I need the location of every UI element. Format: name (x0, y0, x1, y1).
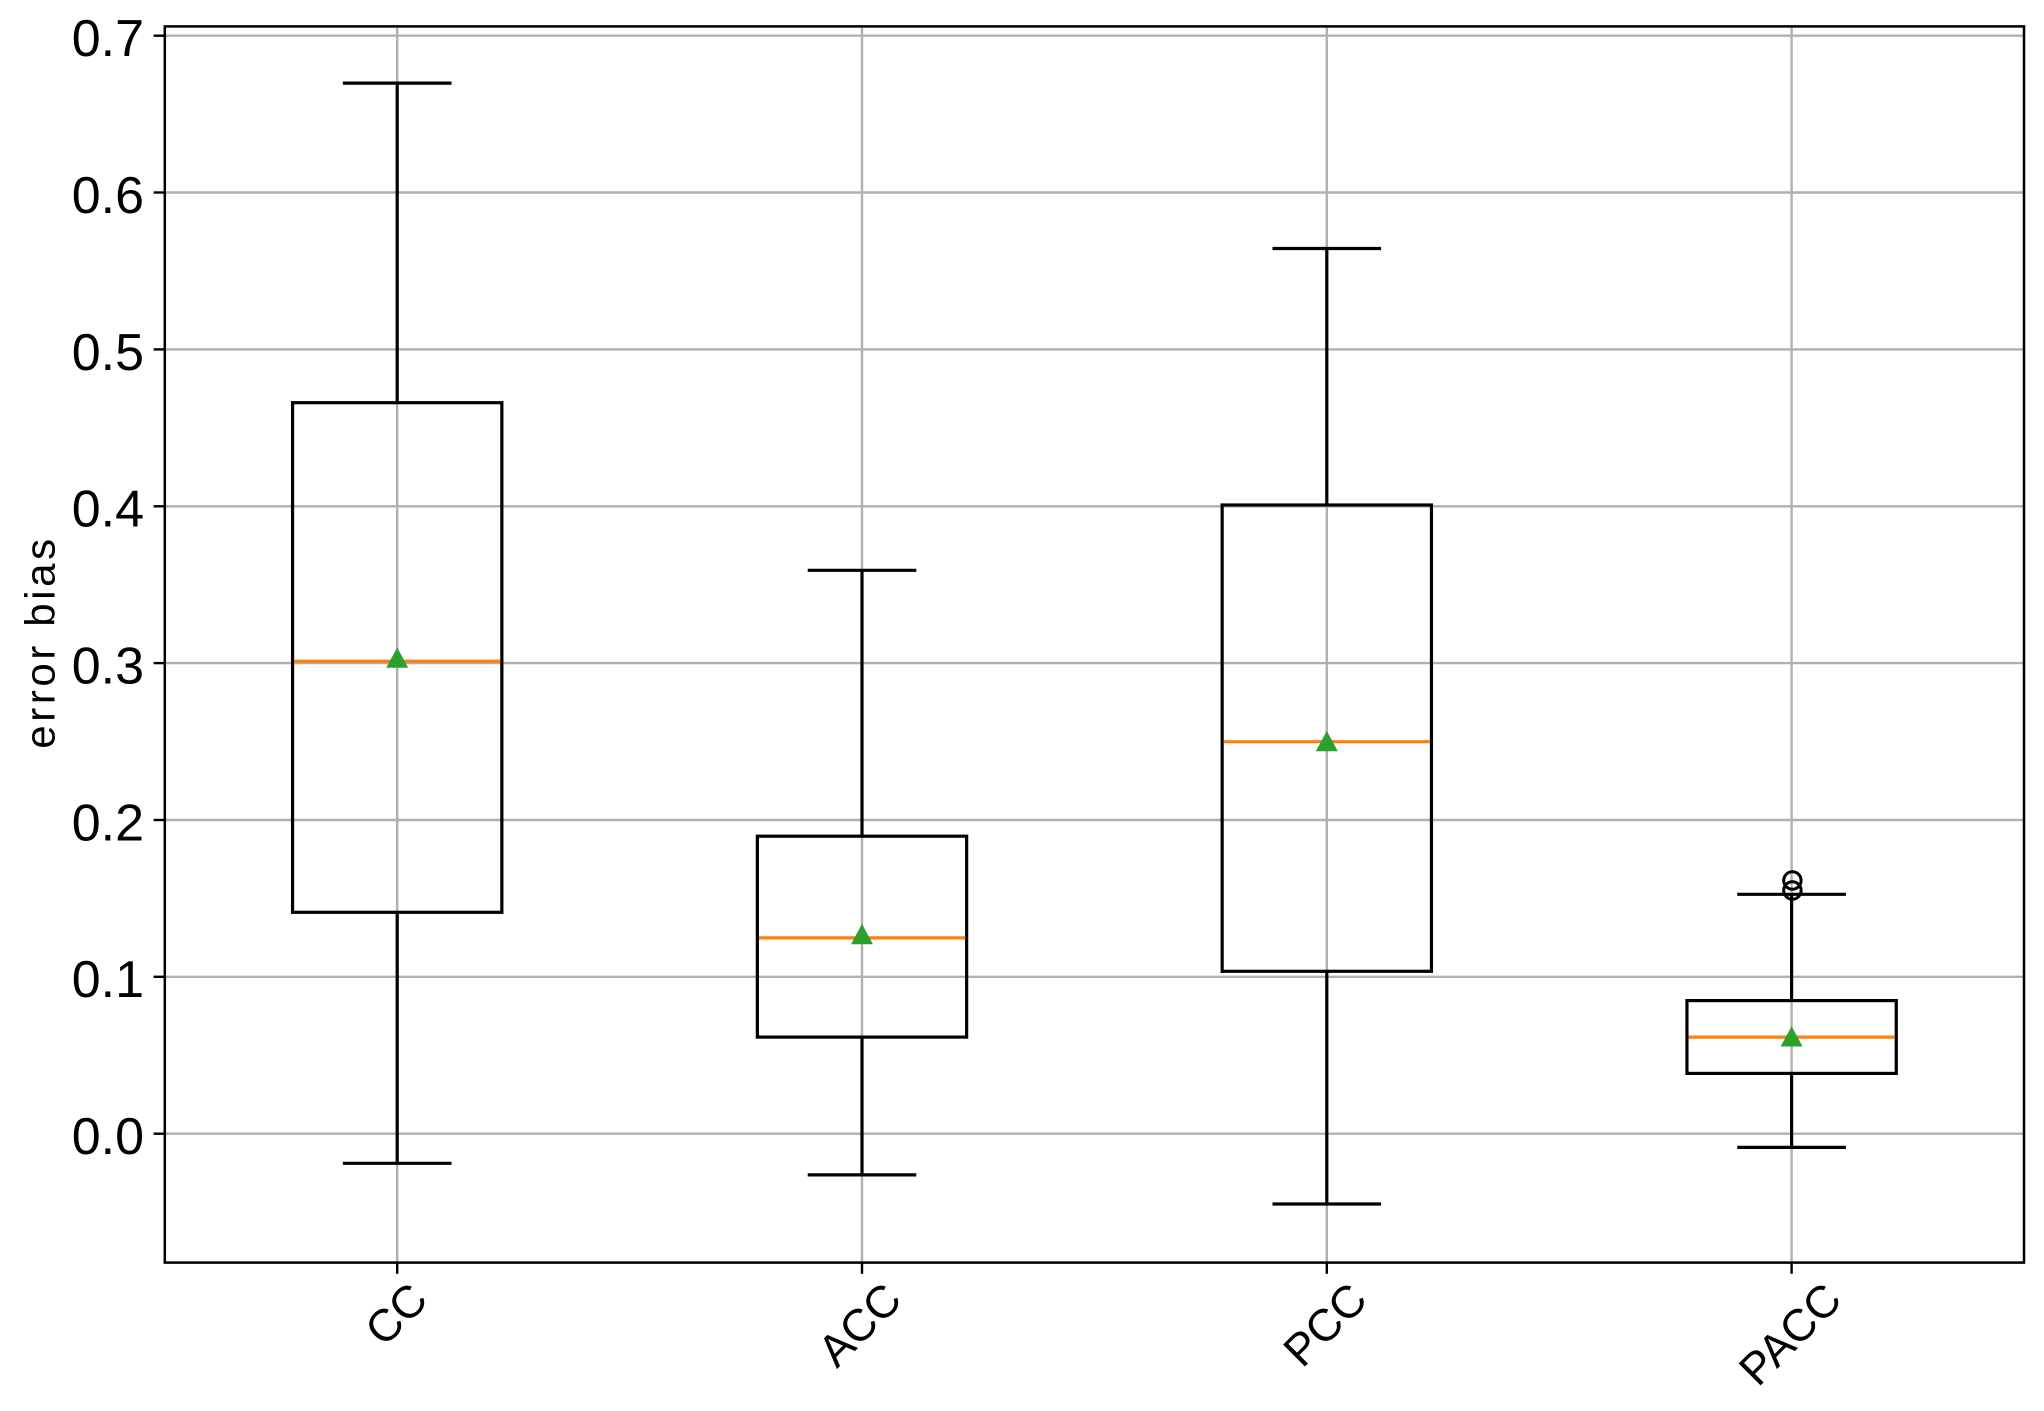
svg-text:0.1: 0.1 (72, 951, 144, 1009)
svg-text:0.5: 0.5 (72, 324, 144, 382)
svg-text:0.2: 0.2 (72, 794, 144, 852)
svg-text:0.0: 0.0 (72, 1108, 144, 1166)
svg-text:0.7: 0.7 (72, 10, 144, 68)
svg-text:0.6: 0.6 (72, 167, 144, 225)
svg-text:error bias: error bias (17, 535, 64, 748)
svg-text:0.3: 0.3 (72, 638, 144, 696)
svg-text:0.4: 0.4 (72, 481, 144, 539)
